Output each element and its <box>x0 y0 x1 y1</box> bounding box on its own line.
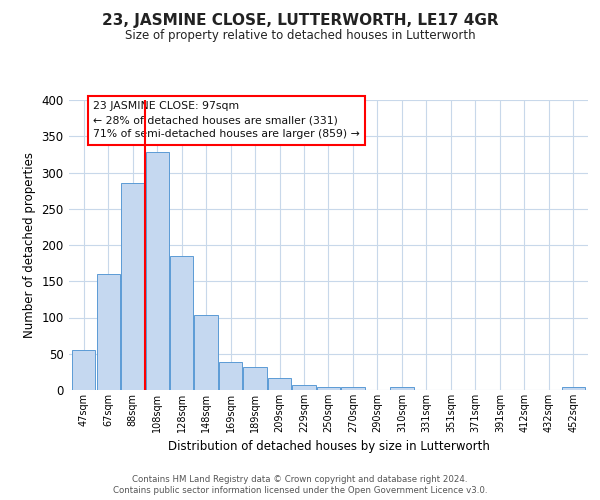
Bar <box>562 387 585 390</box>
Bar <box>219 362 242 390</box>
Bar <box>244 367 266 390</box>
Text: Size of property relative to detached houses in Lutterworth: Size of property relative to detached ho… <box>125 29 475 42</box>
Bar <box>170 256 193 390</box>
Y-axis label: Number of detached properties: Number of detached properties <box>23 152 35 338</box>
Bar <box>97 274 120 390</box>
Bar <box>121 184 144 390</box>
Bar <box>292 385 316 390</box>
Text: 23, JASMINE CLOSE, LUTTERWORTH, LE17 4GR: 23, JASMINE CLOSE, LUTTERWORTH, LE17 4GR <box>101 12 499 28</box>
Bar <box>317 387 340 390</box>
Bar <box>391 387 413 390</box>
Bar <box>194 316 218 390</box>
X-axis label: Distribution of detached houses by size in Lutterworth: Distribution of detached houses by size … <box>167 440 490 454</box>
Bar <box>268 378 291 390</box>
Bar <box>72 350 95 390</box>
Text: Contains public sector information licensed under the Open Government Licence v3: Contains public sector information licen… <box>113 486 487 495</box>
Bar <box>341 387 365 390</box>
Text: 23 JASMINE CLOSE: 97sqm
← 28% of detached houses are smaller (331)
71% of semi-d: 23 JASMINE CLOSE: 97sqm ← 28% of detache… <box>93 102 360 140</box>
Bar <box>146 152 169 390</box>
Text: Contains HM Land Registry data © Crown copyright and database right 2024.: Contains HM Land Registry data © Crown c… <box>132 475 468 484</box>
